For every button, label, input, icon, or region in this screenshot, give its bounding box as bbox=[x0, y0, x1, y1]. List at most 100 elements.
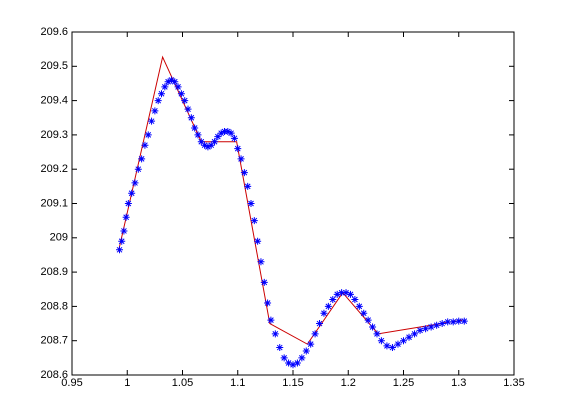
data-point bbox=[254, 237, 262, 245]
data-point bbox=[257, 258, 265, 266]
data-point bbox=[120, 227, 128, 235]
data-point bbox=[197, 138, 205, 146]
data-point bbox=[177, 90, 185, 98]
data-point bbox=[302, 347, 310, 355]
y-tick-label: 208.7 bbox=[40, 335, 68, 347]
x-tick-label: 1.2 bbox=[341, 377, 356, 389]
x-tick-label: 1.1 bbox=[230, 377, 245, 389]
data-point bbox=[204, 143, 212, 151]
data-point bbox=[131, 179, 139, 187]
data-point bbox=[124, 200, 132, 207]
data-point bbox=[285, 359, 293, 367]
data-point bbox=[191, 124, 199, 132]
y-tick-label: 209.3 bbox=[40, 129, 68, 141]
data-point bbox=[230, 134, 238, 142]
data-point bbox=[316, 320, 324, 328]
data-point bbox=[244, 182, 252, 190]
y-tick-label: 209 bbox=[50, 232, 68, 244]
data-point bbox=[217, 129, 225, 137]
x-tick-label: 1 bbox=[124, 377, 130, 389]
data-point bbox=[164, 78, 172, 86]
data-point bbox=[240, 169, 248, 177]
data-point bbox=[433, 321, 441, 329]
data-point bbox=[264, 299, 272, 307]
data-point bbox=[373, 330, 381, 338]
y-tick-label: 209.1 bbox=[40, 197, 68, 209]
data-point bbox=[134, 165, 142, 173]
data-point bbox=[289, 361, 297, 369]
data-point bbox=[247, 200, 255, 207]
data-point bbox=[333, 290, 341, 298]
data-point bbox=[138, 155, 146, 163]
x-tick-label: 1.3 bbox=[451, 377, 466, 389]
data-point bbox=[383, 342, 391, 350]
data-point bbox=[293, 359, 301, 367]
data-point bbox=[122, 213, 130, 221]
data-point bbox=[161, 83, 169, 91]
data-point bbox=[329, 296, 337, 304]
data-point bbox=[369, 323, 377, 331]
data-point bbox=[416, 326, 424, 334]
y-tick-label: 209.2 bbox=[40, 163, 68, 175]
data-point bbox=[427, 323, 435, 331]
data-point bbox=[351, 296, 359, 304]
data-point bbox=[388, 344, 396, 352]
data-point bbox=[250, 217, 258, 225]
data-point bbox=[128, 189, 136, 197]
data-point bbox=[320, 309, 328, 317]
data-point bbox=[234, 145, 242, 153]
data-point bbox=[187, 114, 195, 122]
data-point bbox=[224, 127, 232, 135]
data-point bbox=[360, 309, 368, 317]
data-point bbox=[394, 340, 402, 348]
data-point bbox=[342, 289, 350, 297]
data-point bbox=[260, 278, 268, 286]
data-point bbox=[324, 302, 332, 310]
data-point bbox=[438, 320, 446, 328]
y-tick-label: 209.6 bbox=[40, 26, 68, 38]
y-tick-label: 208.9 bbox=[40, 266, 68, 278]
data-point bbox=[280, 354, 288, 362]
data-point bbox=[141, 141, 149, 149]
x-tick-label: 0.95 bbox=[61, 377, 82, 389]
data-point bbox=[271, 330, 279, 338]
x-tick-label: 1.05 bbox=[172, 377, 193, 389]
data-point bbox=[355, 302, 363, 310]
y-tick-label: 208.6 bbox=[40, 369, 68, 381]
data-point bbox=[237, 155, 245, 163]
data-point bbox=[211, 138, 219, 146]
x-tick-label: 1.15 bbox=[282, 377, 303, 389]
data-point bbox=[154, 97, 162, 105]
data-point bbox=[405, 333, 413, 341]
y-tick-label: 208.8 bbox=[40, 300, 68, 312]
data-point bbox=[364, 316, 372, 324]
data-point bbox=[346, 290, 354, 298]
data-point bbox=[400, 337, 407, 345]
data-point bbox=[171, 78, 179, 86]
data-point bbox=[158, 90, 166, 98]
data-point bbox=[307, 340, 315, 348]
data-point bbox=[377, 337, 385, 345]
data-point bbox=[449, 318, 457, 326]
data-point bbox=[311, 330, 319, 338]
data-point bbox=[148, 117, 156, 125]
data-point bbox=[118, 237, 126, 245]
data-point bbox=[201, 141, 209, 149]
data-point bbox=[455, 317, 463, 325]
data-point bbox=[174, 83, 182, 91]
data-point bbox=[276, 344, 284, 352]
data-point bbox=[181, 97, 189, 105]
data-point bbox=[194, 131, 202, 139]
data-point bbox=[422, 325, 430, 333]
data-point bbox=[184, 105, 192, 113]
x-tick-label: 1.25 bbox=[393, 377, 414, 389]
data-point bbox=[144, 131, 152, 139]
data-point bbox=[214, 133, 222, 141]
x-tick-label: 1.35 bbox=[503, 377, 524, 389]
data-point bbox=[267, 316, 275, 324]
data-point bbox=[227, 129, 235, 137]
axes-frame bbox=[71, 31, 515, 376]
data-point bbox=[167, 76, 175, 84]
y-tick-label: 209.5 bbox=[40, 60, 68, 72]
